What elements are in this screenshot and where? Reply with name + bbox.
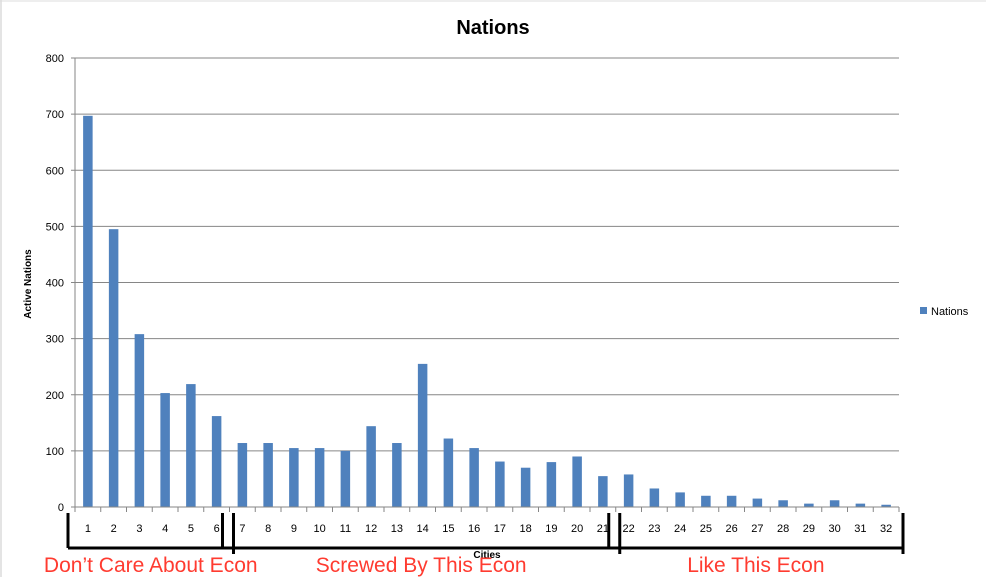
y-tick-label: 0 (58, 502, 64, 514)
legend: Nations (920, 306, 969, 318)
legend-label: Nations (931, 306, 969, 318)
y-tick-label: 200 (46, 390, 64, 402)
x-axis-tick-labels: 1 2 3 4 5 6 7 8 9 10 11 12 13 14 15 16 17 18 19 20 21 22 23 24 2… (74, 507, 900, 535)
y-axis-title: Active Nations (23, 249, 34, 319)
bar (289, 448, 299, 507)
bar (237, 443, 248, 507)
y-tick-label: 100 (46, 446, 64, 458)
x-tick-label: 9 (291, 523, 297, 535)
x-tick-label: 24 (674, 523, 686, 535)
bar (108, 229, 119, 507)
bar (804, 503, 814, 507)
bar (855, 503, 866, 507)
x-tick-label: 31 (854, 523, 866, 535)
x-tick-label: 29 (803, 523, 815, 535)
x-tick-label: 32 (880, 523, 892, 535)
annotations: Don’t Care About Econ Screwed By This Eco… (44, 513, 905, 577)
x-tick-label: 26 (726, 523, 738, 535)
x-tick-label: 15 (442, 523, 454, 535)
bar (83, 115, 93, 507)
x-tick-label: 22 (623, 523, 635, 535)
bar (778, 500, 788, 507)
bar (495, 461, 505, 507)
bar (211, 416, 222, 507)
bar (675, 492, 685, 507)
y-axis-tick-labels: 0 100 200 300 400 500 600 700 800 (46, 53, 64, 514)
bar (829, 500, 840, 507)
x-tick-label: 5 (188, 523, 194, 535)
bar (726, 495, 737, 507)
annotation-label: Don’t Care About Econ (44, 554, 258, 577)
bar (134, 334, 145, 507)
bar (340, 450, 351, 507)
x-tick-label: 1 (85, 523, 91, 535)
x-tick-label: 6 (214, 523, 220, 535)
y-tick-label: 600 (46, 165, 64, 177)
x-tick-label: 25 (700, 523, 712, 535)
bar (881, 504, 891, 507)
bar (649, 488, 660, 507)
bar (546, 462, 557, 507)
x-tick-label: 21 (597, 523, 609, 535)
x-tick-label: 11 (340, 523, 351, 535)
bar (520, 467, 531, 507)
bar (469, 448, 479, 507)
y-tick-label: 700 (46, 109, 64, 121)
x-tick-label: 18 (520, 523, 532, 535)
annotation-label: Screwed By This Econ (316, 554, 527, 577)
bar (572, 456, 582, 507)
x-tick-label: 28 (777, 523, 789, 535)
chart-title: Nations (456, 17, 529, 39)
bar (314, 448, 325, 507)
y-tick-label: 500 (46, 221, 64, 233)
y-tick-label: 800 (46, 53, 64, 65)
bar (443, 438, 454, 507)
x-tick-label: 17 (494, 523, 506, 535)
x-tick-label: 10 (314, 523, 326, 535)
bar (186, 384, 196, 507)
x-tick-label: 23 (648, 523, 660, 535)
y-tick-label: 300 (46, 334, 64, 346)
bar (366, 426, 376, 507)
y-tick-label: 400 (46, 278, 64, 290)
x-tick-label: 20 (571, 523, 583, 535)
bar (701, 495, 711, 507)
x-tick-label: 16 (468, 523, 480, 535)
x-tick-label: 12 (365, 523, 377, 535)
x-tick-label: 7 (239, 523, 245, 535)
x-tick-label: 4 (162, 523, 168, 535)
bar (623, 474, 634, 507)
annotation-label: Like This Econ (687, 554, 824, 577)
bar (752, 498, 763, 507)
x-tick-label: 27 (751, 523, 763, 535)
x-tick-label: 3 (136, 523, 142, 535)
x-tick-label: 30 (829, 523, 841, 535)
bar (263, 443, 273, 507)
bar (392, 443, 402, 507)
x-tick-label: 14 (417, 523, 429, 535)
bar (417, 363, 428, 507)
x-tick-label: 8 (265, 523, 271, 535)
bar (160, 393, 170, 507)
x-tick-label: 19 (545, 523, 557, 535)
x-tick-label: 2 (111, 523, 117, 535)
bars (83, 115, 891, 507)
x-tick-label: 13 (391, 523, 403, 535)
x-axis-title: Cities (473, 550, 501, 561)
legend-swatch (920, 307, 927, 314)
bar (598, 476, 608, 507)
